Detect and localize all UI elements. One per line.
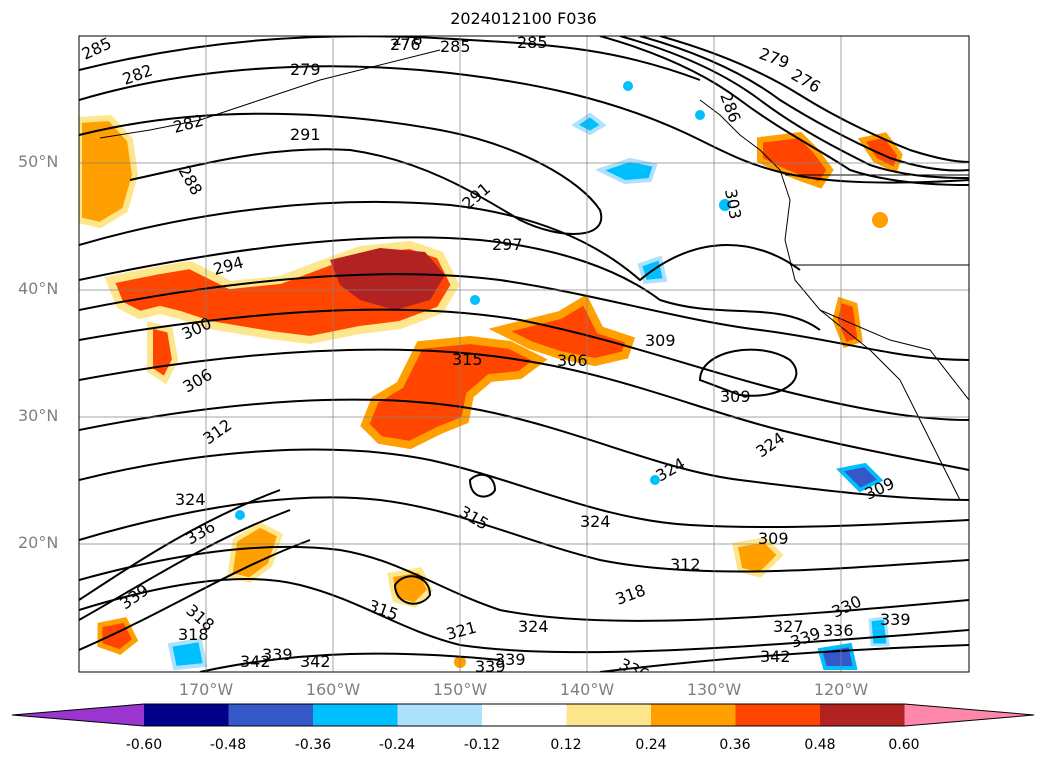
contour-label: 324: [580, 512, 611, 531]
coastlines: [99, 49, 969, 501]
colorbar-swatch: [228, 704, 314, 726]
colorbar-tick-label: 0.60: [888, 737, 920, 753]
colorbar-extend-low: [12, 704, 144, 726]
contour-label: 339: [495, 650, 526, 669]
colorbar-swatch: [566, 704, 652, 726]
contour-label: 339: [475, 657, 506, 676]
contour-label: 318: [178, 625, 209, 644]
lon-label-150w: 150°W: [432, 680, 488, 699]
colorbar-swatch: [735, 704, 821, 726]
contour-label: 339: [262, 645, 293, 664]
colorbar-tick-label: -0.60: [125, 737, 163, 753]
contour-label: 309: [720, 387, 751, 406]
colorbar-swatch: [313, 704, 398, 726]
lat-label-50n: 50°N: [18, 152, 59, 171]
contour-label: 285: [440, 37, 471, 56]
colorbar-swatch: [651, 704, 736, 726]
colorbar-swatch: [144, 704, 229, 726]
colorbar-extend-high: [904, 704, 1034, 726]
colorbar-tick-label: -0.36: [294, 737, 332, 753]
contour-label: 315: [452, 350, 483, 369]
colorbar-tick-label: 0.24: [635, 737, 667, 753]
contour-label: 342: [300, 652, 331, 671]
map-frame: [78, 35, 970, 673]
contour-label: 276: [390, 35, 421, 54]
contour-label: 312: [670, 555, 701, 574]
contour-label: 285: [517, 33, 548, 52]
contour-label: 279: [290, 60, 321, 79]
colorbar-tick-label: 0.12: [550, 737, 582, 753]
contour-label: 339: [880, 610, 911, 629]
contour-label: 309: [645, 331, 676, 350]
colorbar-tick-label: -0.12: [463, 737, 501, 753]
contour-label: 276: [392, 30, 423, 49]
contour-label: 291: [290, 125, 321, 144]
lon-label-140w: 140°W: [559, 680, 615, 699]
contour-label: 324: [518, 617, 549, 636]
lon-label-170w: 170°W: [178, 680, 234, 699]
lon-label-130w: 130°W: [686, 680, 742, 699]
contour-lines: [79, 36, 969, 672]
contour-label: 324: [175, 490, 206, 509]
contour-label: 306: [557, 351, 588, 370]
contour-label: 309: [758, 529, 789, 548]
lat-label-40n: 40°N: [18, 279, 59, 298]
colorbar-tick-label: -0.24: [378, 737, 416, 753]
graticule: [79, 36, 969, 672]
positive-shading: [79, 114, 903, 668]
contour-label: 336: [823, 621, 854, 640]
lon-label-160w: 160°W: [305, 680, 361, 699]
colorbar-tick-label: 0.36: [719, 737, 751, 753]
colorbar-swatch: [820, 704, 905, 726]
colorbar-tick-label: -0.48: [209, 737, 247, 753]
contour-label: 342: [760, 647, 791, 666]
lat-label-30n: 30°N: [18, 406, 59, 425]
lat-label-20n: 20°N: [18, 533, 59, 552]
contour-label: 327: [773, 617, 804, 636]
contour-label: 297: [492, 235, 523, 254]
map-title: 2024012100 F036: [450, 9, 597, 28]
colorbar-swatch: [482, 704, 567, 726]
colorbar-tick-label: 0.48: [804, 737, 836, 753]
colorbar: [11, 703, 1035, 727]
colorbar-swatch: [397, 704, 483, 726]
colorbar-outline: [11, 703, 1035, 727]
lon-label-120w: 120°W: [813, 680, 869, 699]
contour-label: 342: [240, 652, 271, 671]
